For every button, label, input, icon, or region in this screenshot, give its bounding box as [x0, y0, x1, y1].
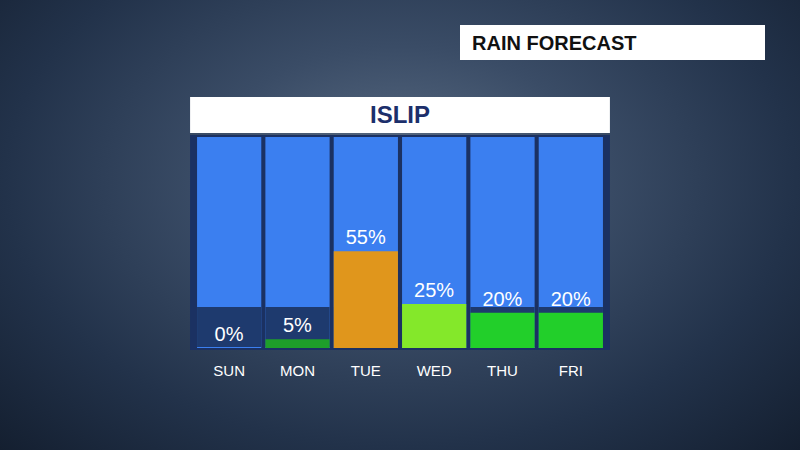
svg-text:THU: THU	[487, 362, 518, 379]
svg-text:0%: 0%	[215, 323, 244, 345]
svg-text:MON: MON	[280, 362, 315, 379]
svg-text:SUN: SUN	[213, 362, 245, 379]
svg-text:55%: 55%	[346, 226, 386, 248]
svg-text:RAIN FORECAST: RAIN FORECAST	[472, 32, 636, 54]
svg-text:TUE: TUE	[351, 362, 381, 379]
svg-text:20%: 20%	[551, 288, 591, 310]
svg-text:ISLIP: ISLIP	[370, 101, 430, 128]
svg-text:WED: WED	[417, 362, 452, 379]
svg-text:20%: 20%	[482, 288, 522, 310]
svg-text:FRI: FRI	[559, 362, 583, 379]
svg-text:5%: 5%	[283, 314, 312, 336]
svg-text:25%: 25%	[414, 279, 454, 301]
